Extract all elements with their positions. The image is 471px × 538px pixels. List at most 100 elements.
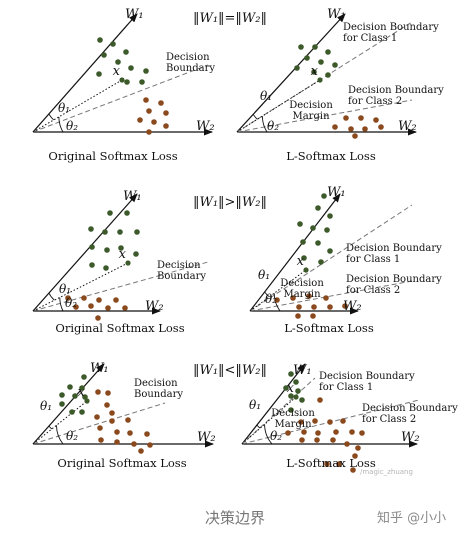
caption-l-softmax: L-Softmax Loss xyxy=(284,321,374,335)
sample-x-label: x xyxy=(119,247,127,262)
decision-margin-label: Margin xyxy=(292,111,330,122)
class1-point xyxy=(312,44,318,50)
class2-point xyxy=(333,429,339,435)
class1-point xyxy=(301,255,307,261)
class1-point xyxy=(299,397,305,403)
decision-boundary-class1-label: for Class 1 xyxy=(319,382,373,393)
class1-point xyxy=(79,385,85,391)
class1-point xyxy=(96,71,102,77)
decision-boundary-class2-label: for Class 2 xyxy=(346,285,400,296)
theta1-arc xyxy=(48,113,55,121)
class1-point xyxy=(304,55,310,61)
class1-point xyxy=(69,409,75,415)
w1-label: W₁ xyxy=(293,363,312,378)
class2-point xyxy=(298,419,304,425)
class1-point xyxy=(288,371,294,377)
theta1-arc xyxy=(256,424,261,429)
class1-point xyxy=(310,225,316,231)
decision-boundary-class2-label: Decision Boundary xyxy=(362,403,458,414)
class1-point xyxy=(128,65,134,71)
class2-point xyxy=(94,414,100,420)
class2-point xyxy=(311,304,317,310)
decision-boundary-line xyxy=(236,21,413,133)
class1-point xyxy=(97,37,103,43)
class1-point xyxy=(104,247,110,253)
theta1-arc xyxy=(264,291,270,298)
class1-point xyxy=(283,385,289,391)
class2-point xyxy=(137,117,143,123)
class2-point xyxy=(96,297,102,303)
class2-point xyxy=(158,100,164,106)
class1-point xyxy=(124,79,130,85)
class1-point xyxy=(298,44,304,50)
class2-point xyxy=(330,437,336,443)
sample-x-point xyxy=(303,267,309,273)
class2-point xyxy=(122,305,128,311)
theta2-label: θ₂ xyxy=(66,429,78,443)
class2-point xyxy=(97,425,103,431)
caption-l-softmax: L-Softmax Loss xyxy=(286,149,376,163)
class2-point xyxy=(285,430,291,436)
class2-point xyxy=(151,119,157,125)
sample-x-point xyxy=(119,77,125,83)
class1-point xyxy=(59,392,65,398)
caption-original-softmax: Original Softmax Loss xyxy=(48,149,177,163)
class2-point xyxy=(327,304,333,310)
class2-point xyxy=(348,126,354,132)
class2-point xyxy=(81,295,87,301)
decision-boundary-label: Decision xyxy=(166,52,210,63)
decision-margin-label: Decision xyxy=(289,100,333,111)
sample-x-label: x xyxy=(78,385,86,400)
class1-point xyxy=(107,210,113,216)
class1-point xyxy=(311,69,317,75)
class2-point xyxy=(314,437,320,443)
w1-vector xyxy=(249,193,341,312)
theta2-arc xyxy=(59,297,64,312)
w2-label: W₂ xyxy=(197,430,216,445)
class1-point xyxy=(81,374,87,380)
class1-point xyxy=(327,248,333,254)
class2-point xyxy=(147,442,153,448)
class1-point xyxy=(318,259,324,265)
theta1-label: θ₁ xyxy=(40,399,52,413)
class2-point xyxy=(323,295,329,301)
class2-point xyxy=(350,467,356,473)
class1-point xyxy=(67,384,73,390)
decision-boundary-line-class2 xyxy=(236,99,413,133)
sample-x-vector xyxy=(236,79,321,133)
sample-x-vector xyxy=(249,269,307,312)
class1-point xyxy=(89,262,95,268)
class2-point xyxy=(131,441,137,447)
class2-point xyxy=(143,97,149,103)
class1-point xyxy=(59,401,65,407)
decision-boundary-class1-label: Decision Boundary xyxy=(343,22,439,33)
sample-x-point xyxy=(125,260,131,266)
class1-point xyxy=(123,49,129,55)
class2-point xyxy=(352,453,358,459)
class2-point xyxy=(105,305,111,311)
decision-boundary-label: Decision xyxy=(157,260,201,271)
class2-point xyxy=(306,293,312,299)
w2-label: W₂ xyxy=(196,119,215,134)
class2-point xyxy=(65,295,71,301)
theta2-label: θ₂ xyxy=(66,119,78,133)
sample-x-point xyxy=(317,77,323,83)
sample-x-label: x xyxy=(113,64,121,79)
theta2-label: θ₂ xyxy=(270,429,282,443)
decision-margin-label: Decision xyxy=(280,278,324,289)
theta1-label: θ₁ xyxy=(260,89,272,103)
class1-point xyxy=(321,193,327,199)
class2-point xyxy=(88,303,94,309)
class2-point xyxy=(378,124,384,130)
decision-boundary-line xyxy=(32,261,209,312)
theta2-label: θ₂ xyxy=(265,292,277,306)
w1-vector xyxy=(236,13,346,133)
class2-point xyxy=(296,304,302,310)
theta2-label: θ₂ xyxy=(267,119,279,133)
class2-point xyxy=(324,461,330,467)
class1-point xyxy=(102,229,108,235)
class2-point xyxy=(290,295,296,301)
